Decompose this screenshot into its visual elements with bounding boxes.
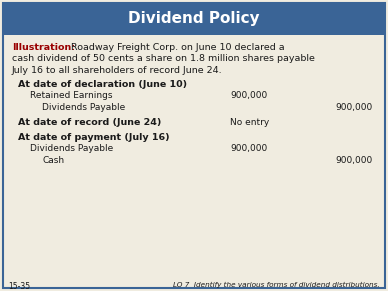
Text: 900,000: 900,000 (335, 103, 372, 112)
FancyBboxPatch shape (3, 3, 385, 288)
Text: 15-35: 15-35 (8, 282, 30, 291)
Text: 900,000: 900,000 (230, 91, 267, 100)
FancyBboxPatch shape (3, 3, 385, 35)
Text: Roadway Freight Corp. on June 10 declared a: Roadway Freight Corp. on June 10 declare… (68, 43, 285, 52)
Text: Dividends Payable: Dividends Payable (42, 103, 125, 112)
Text: 900,000: 900,000 (230, 144, 267, 153)
Text: Dividends Payable: Dividends Payable (30, 144, 113, 153)
Text: LO 7  Identify the various forms of dividend distributions.: LO 7 Identify the various forms of divid… (173, 282, 380, 288)
Text: cash dividend of 50 cents a share on 1.8 million shares payable: cash dividend of 50 cents a share on 1.8… (12, 54, 315, 63)
Text: Retained Earnings: Retained Earnings (30, 91, 113, 100)
Text: 900,000: 900,000 (335, 156, 372, 165)
Text: At date of record (June 24): At date of record (June 24) (18, 118, 161, 127)
Text: Illustration:: Illustration: (12, 43, 75, 52)
Text: Cash: Cash (42, 156, 64, 165)
Text: At date of declaration (June 10): At date of declaration (June 10) (18, 80, 187, 89)
Text: No entry: No entry (230, 118, 269, 127)
Text: Dividend Policy: Dividend Policy (128, 12, 260, 26)
Text: July 16 to all shareholders of record June 24.: July 16 to all shareholders of record Ju… (12, 66, 223, 75)
Text: At date of payment (July 16): At date of payment (July 16) (18, 133, 170, 142)
